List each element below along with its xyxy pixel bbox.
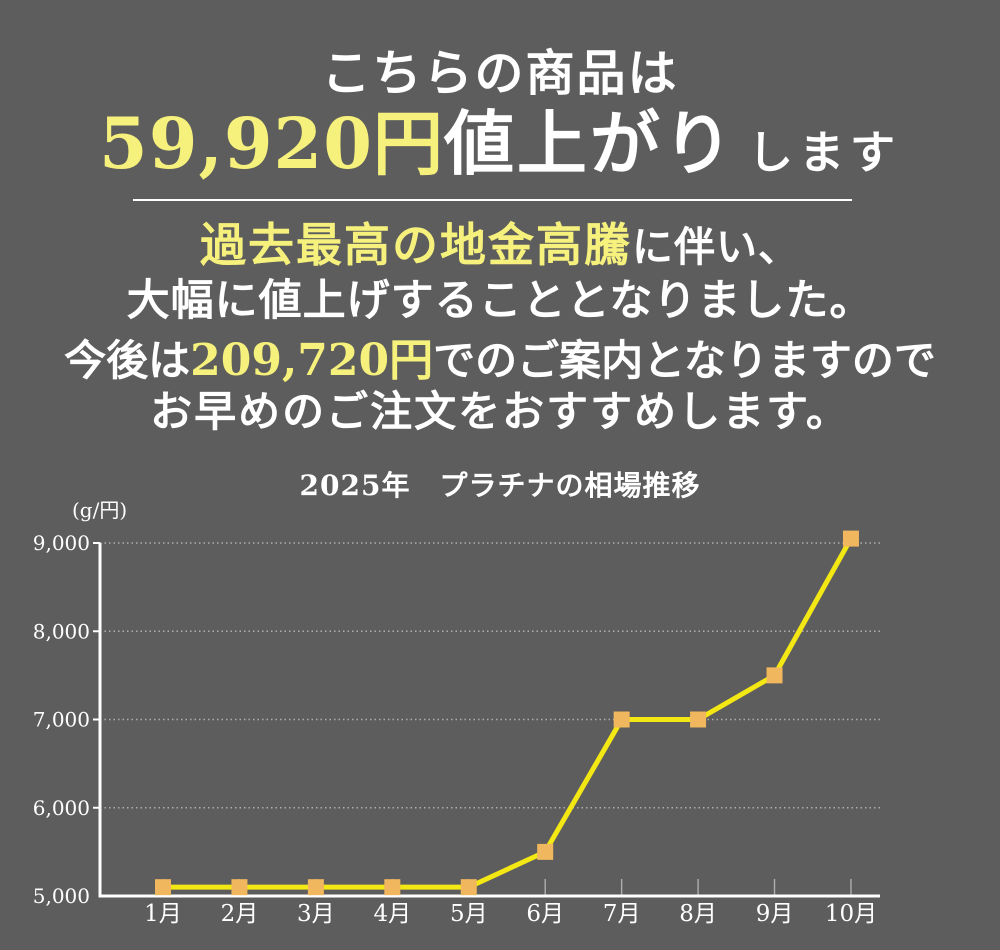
price-line: [163, 537, 854, 890]
body-line-4: お早めのご注文をおすすめします。: [150, 387, 850, 436]
y-tick-label: 9,000: [33, 531, 90, 555]
rise-label: 値上がり: [443, 102, 736, 185]
y-tick-label: 6,000: [33, 796, 90, 820]
x-tick-label: 1月: [144, 901, 182, 927]
body-line-2: 大幅に値上げすることとなりました。: [126, 276, 874, 326]
highlight-record-high: 過去最高の地金高騰: [200, 218, 632, 272]
body-line-1-rest: に伴い、: [632, 223, 800, 271]
x-tick-label: 7月: [603, 901, 641, 927]
data-point-marker: [231, 879, 248, 896]
headline-product: こちらの商品は: [321, 44, 679, 102]
data-point-marker: [307, 879, 324, 896]
x-tick-label: 2月: [221, 901, 259, 927]
data-point-marker: [690, 711, 707, 728]
data-point-marker: [766, 667, 783, 684]
x-tick-label: 5月: [450, 901, 488, 927]
x-tick-label: 6月: [526, 901, 564, 927]
x-tick-label: 8月: [679, 901, 717, 927]
data-point-marker: [384, 879, 401, 896]
data-point-marker: [842, 530, 859, 547]
y-tick-label: 7,000: [33, 708, 90, 732]
y-tick-label: 8,000: [33, 619, 90, 643]
headline-price-rise: 59,920円値上がり します: [0, 88, 1000, 189]
price-increase-amount: 59,920円: [99, 102, 444, 185]
body-line-3-rest: でのご案内となりますので: [433, 336, 936, 385]
new-price-amount: 209,720円: [190, 335, 434, 386]
y-axis-unit-label: (g/円): [72, 498, 128, 522]
body-line-3: 今後は209,720円でのご案内となりますので: [0, 324, 1000, 388]
x-tick-label: 10月: [825, 901, 877, 927]
chart-title: 2025年 プラチナの相場推移: [299, 469, 701, 502]
body-line-1: 過去最高の地金高騰に伴い、: [0, 209, 1000, 275]
data-point-marker: [537, 843, 554, 860]
body-line-3-prefix: 今後は: [64, 336, 191, 385]
x-tick-label: 4月: [373, 901, 411, 927]
x-tick-label: 9月: [756, 901, 794, 927]
rise-suffix: します: [747, 126, 901, 179]
divider-line: [133, 199, 852, 201]
y-tick-label: 5,000: [33, 884, 90, 908]
data-point-marker: [613, 711, 630, 728]
x-tick-label: 3月: [297, 901, 335, 927]
data-point-marker: [155, 879, 171, 896]
data-point-marker: [460, 879, 477, 896]
